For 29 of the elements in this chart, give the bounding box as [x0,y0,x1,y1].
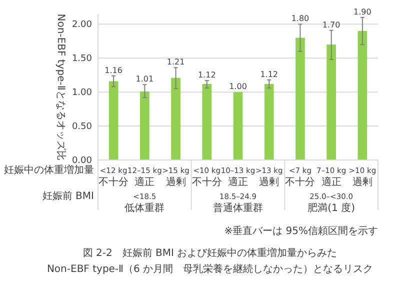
data-label: 1.21 [166,58,185,67]
y-axis-title: Non-EBF type-Ⅱとなるオッズ比 [55,14,67,160]
data-label: 1.90 [354,7,372,16]
y-tick-label: 1.50 [72,54,92,64]
text: ※垂直バーは 95%信頼区間を示す [224,225,378,237]
data-label: 1.16 [104,66,122,75]
y-tick-label: 0.00 [72,156,92,166]
data-label: 1.01 [136,74,154,84]
data-label: 1.00 [229,82,247,92]
text: 妊娠前 BMI [42,190,94,202]
y-tick-label: 2.00 [72,20,92,30]
data-label: 1.12 [260,70,278,79]
y-tick-label: 0.50 [72,122,92,132]
text: 図 2-2 妊娠前 BMI および妊娠中の体重増加量からみた [82,247,338,259]
bar [202,84,212,160]
text: 妊娠中の体重増加量 [4,164,94,176]
text: Non-EBF type-Ⅱ（6 か月間 母乳栄養を継続しなかった）となるリスク [46,263,374,275]
data-label: 1.70 [322,20,340,30]
bar [108,81,118,160]
bar [171,78,180,160]
bar [358,30,368,160]
data-label: 1.80 [291,14,310,24]
data-label: 1.12 [198,70,216,80]
bar [296,38,305,160]
bar [233,92,243,160]
bar [326,44,336,160]
bar [264,84,274,160]
bar [140,91,150,160]
y-tick-label: 1.00 [72,88,92,98]
